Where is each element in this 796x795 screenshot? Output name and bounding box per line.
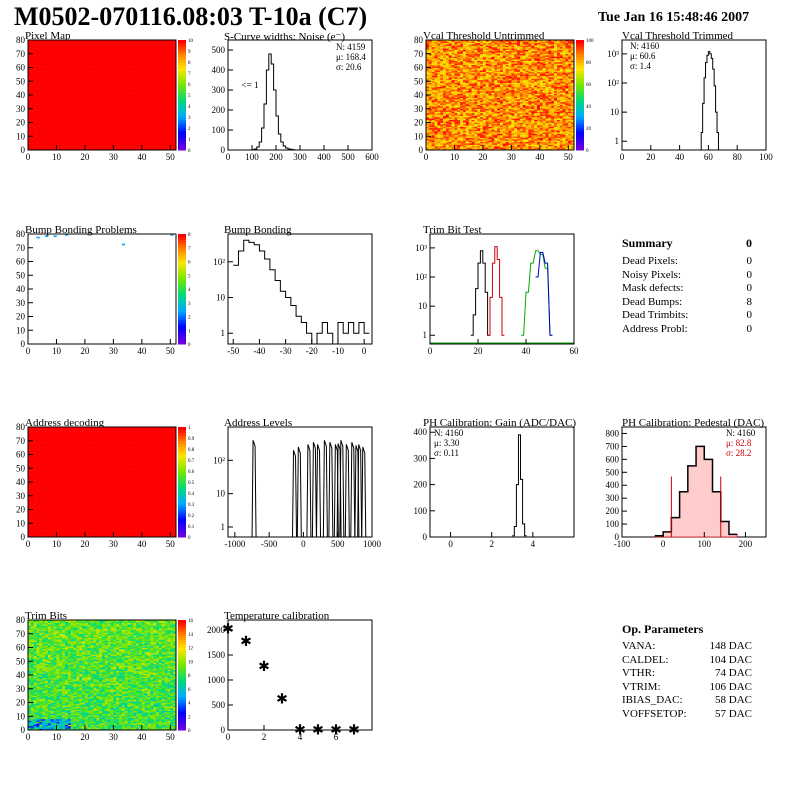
z-tick-label: 7: [188, 72, 191, 77]
y-tick-label: 100: [212, 125, 226, 135]
y-tick-label: 0: [21, 145, 26, 155]
z-tick-label: 3: [188, 116, 191, 121]
y-tick-label: 200: [212, 105, 226, 115]
z-tick-label: 10: [188, 39, 194, 44]
x-tick-label: 50: [166, 152, 176, 162]
y-tick-label: 80: [16, 35, 26, 45]
x-tick-label: 300: [293, 152, 307, 162]
x-tick-label: 200: [269, 152, 283, 162]
x-tick-label: 40: [137, 152, 147, 162]
x-tick-label: 400: [317, 152, 331, 162]
heatmap-cells: [28, 40, 176, 150]
y-tick-label: 0: [221, 145, 226, 155]
z-tick-label: 4: [188, 105, 191, 110]
z-tick-label: 1: [188, 138, 191, 143]
x-tick-label: 10: [52, 152, 62, 162]
page-title: M0502-070116.08:03 T-10a (C7): [14, 2, 367, 32]
z-tick-label: 2: [188, 127, 191, 132]
x-tick-label: 0: [226, 152, 231, 162]
stat-sigma: σ: 20.6: [336, 62, 362, 72]
x-tick-label: 600: [365, 152, 379, 162]
z-scale-cell: [178, 40, 186, 43]
stat-mean: μ: 168.4: [336, 52, 366, 62]
y-tick-label: 400: [212, 65, 226, 75]
x-tick-label: 30: [109, 152, 119, 162]
z-tick-label: 5: [188, 94, 191, 99]
underflow-label: <= 1: [242, 80, 259, 90]
histogram: [252, 54, 298, 150]
y-tick-label: 500: [212, 45, 226, 55]
heatmap-cells: [426, 40, 574, 150]
timestamp: Tue Jan 16 15:48:46 2007: [598, 10, 749, 26]
z-tick-label: 9: [188, 50, 191, 55]
stat-n: N: 4159: [336, 42, 366, 52]
y-tick-label: 40: [16, 90, 26, 100]
x-tick-label: 500: [341, 152, 355, 162]
y-tick-label: 10: [16, 131, 26, 141]
x-tick-label: 0: [26, 152, 31, 162]
z-tick-label: 6: [188, 83, 191, 88]
x-tick-label: 20: [80, 152, 90, 162]
y-tick-label: 30: [16, 104, 26, 114]
x-tick-label: 100: [245, 152, 259, 162]
y-tick-label: 70: [16, 49, 26, 59]
y-tick-label: 300: [212, 85, 226, 95]
y-tick-label: 60: [16, 63, 26, 73]
y-tick-label: 50: [16, 76, 26, 86]
y-tick-label: 20: [16, 118, 26, 128]
z-tick-label: 8: [188, 61, 191, 66]
z-tick-label: 0: [188, 149, 191, 154]
